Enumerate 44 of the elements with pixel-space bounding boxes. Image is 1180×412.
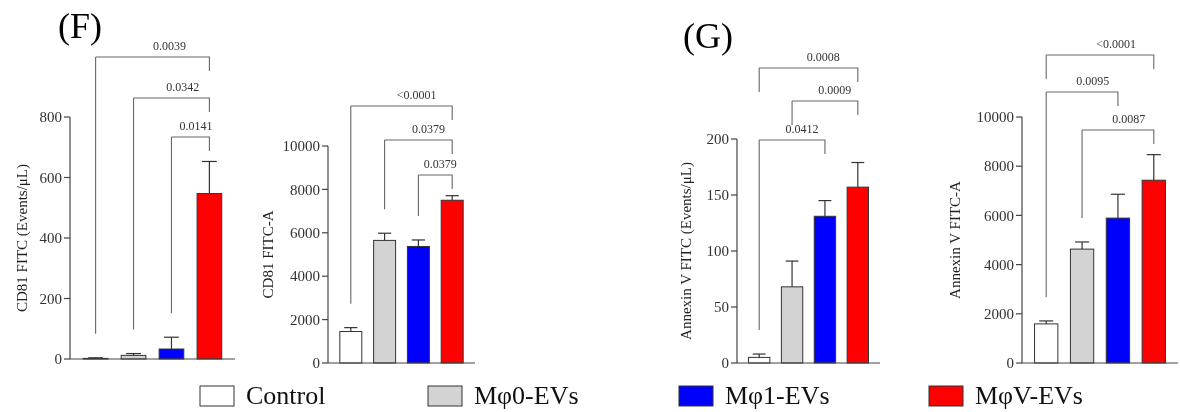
y-tick-label: 2000 [984, 306, 1014, 323]
annotation: 0.0087 [1112, 112, 1146, 126]
legend-label: Control [246, 381, 326, 410]
y-tick-label: 6000 [984, 207, 1014, 224]
y-axis-title: CD81 FITC (Events/μL) [14, 163, 32, 313]
y-axis-title: Annexin V FITC (Events/μL) [678, 162, 696, 340]
y-tick-label: 8000 [290, 181, 320, 198]
legend-label: MφV-EVs [975, 381, 1083, 410]
text: 0.0412 [785, 122, 819, 136]
y-tick-label: 0 [1006, 355, 1014, 372]
legend-label: Mφ0-EVs [474, 381, 579, 410]
y-tick-label: 4000 [290, 268, 320, 285]
y-tick-label: 2000 [290, 311, 320, 328]
y-tick-label: 4000 [984, 256, 1014, 273]
annotation: 0.0379 [423, 157, 457, 171]
y-tick-label: 200 [39, 290, 62, 307]
y-tick-label: 600 [39, 169, 62, 186]
text: 0.0039 [153, 39, 187, 53]
y-tick-label: 6000 [290, 225, 320, 242]
y-tick-label: 50 [714, 299, 729, 316]
text: 0.0009 [818, 83, 852, 97]
text: 0.0095 [1076, 74, 1110, 88]
text: 0.0342 [166, 80, 200, 94]
text: 0.0008 [806, 50, 840, 64]
text: <0.0001 [396, 88, 437, 102]
text: (F) [58, 6, 102, 46]
y-tick-label: 10000 [282, 138, 320, 155]
y-tick-label: 0 [721, 355, 729, 372]
y-axis-title: Annexin V FITC-A [947, 180, 964, 299]
annotation: 0.0141 [179, 119, 213, 133]
y-tick-label: 8000 [984, 158, 1014, 175]
y-tick-label: 150 [706, 187, 729, 204]
text: <0.0001 [1096, 37, 1137, 51]
y-tick-label: 400 [39, 230, 62, 247]
y-tick-label: 0 [54, 351, 62, 368]
text: (G) [683, 16, 733, 56]
y-tick-label: 100 [706, 243, 729, 260]
y-tick-label: 0 [312, 355, 320, 372]
y-tick-label: 10000 [976, 109, 1014, 126]
y-tick-label: 200 [706, 131, 729, 148]
y-tick-label: 800 [39, 109, 62, 126]
y-axis-title: CD81 FITC-A [260, 210, 277, 299]
text: 0.0379 [412, 122, 446, 136]
legend-label: Mφ1-EVs [725, 381, 830, 410]
